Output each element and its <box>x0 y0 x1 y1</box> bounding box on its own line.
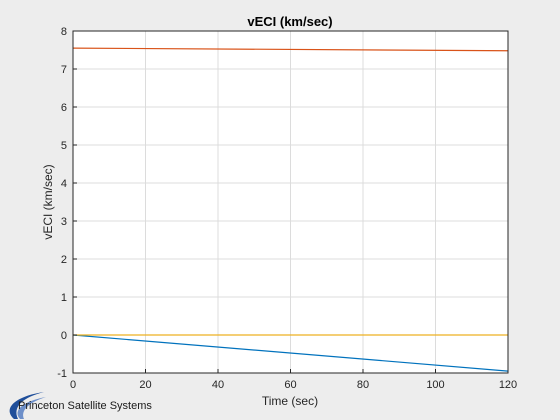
x-axis: 0 20 40 60 80 100 120 <box>70 369 517 391</box>
y-tick-label: 6 <box>61 102 67 114</box>
y-tick-label: -1 <box>57 368 67 380</box>
y-tick-label: 7 <box>61 64 67 76</box>
logo-label: Princeton Satellite Systems <box>18 400 152 412</box>
y-axis-label: vECI (km/sec) <box>41 164 55 239</box>
series-lines <box>72 47 509 372</box>
x-tick-label: 120 <box>499 379 517 391</box>
y-tick-label: 1 <box>61 292 67 304</box>
y-tick-label: 4 <box>61 178 67 190</box>
y-tick-label: 5 <box>61 140 67 152</box>
x-tick-label: 60 <box>284 379 296 391</box>
x-tick-label: 0 <box>70 379 76 391</box>
x-tick-label: 20 <box>139 379 151 391</box>
swoosh-logo-icon <box>9 392 46 419</box>
y-tick-label: 3 <box>61 216 67 228</box>
x-tick-label: 100 <box>426 379 444 391</box>
y-tick-label: 2 <box>61 254 67 266</box>
series-line-2 <box>72 47 509 52</box>
x-axis-label: Time (sec) <box>262 394 318 408</box>
x-tick-label: 80 <box>357 379 369 391</box>
y-axis: -1 0 1 2 3 4 5 6 7 8 <box>57 26 77 380</box>
x-tick-label: 40 <box>212 379 224 391</box>
series-line-1 <box>72 334 509 372</box>
chart-title: vECI (km/sec) <box>247 14 332 29</box>
y-tick-label: 8 <box>61 26 67 38</box>
y-tick-label: 0 <box>61 330 67 342</box>
